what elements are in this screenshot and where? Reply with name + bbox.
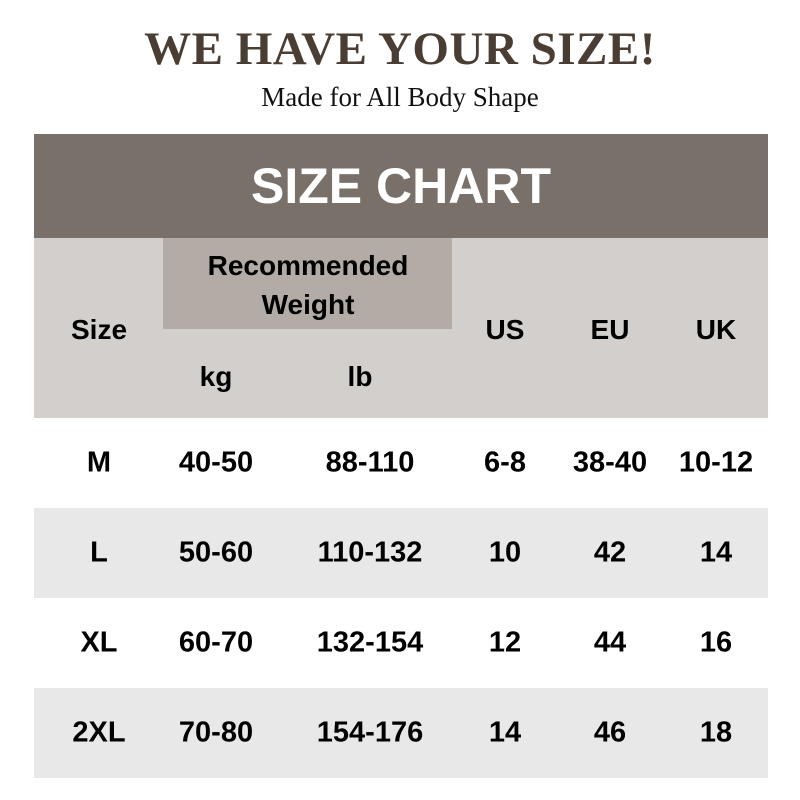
- header-kg: kg: [199, 361, 233, 392]
- header-weight-line1: Recommended: [207, 250, 409, 281]
- cell-kg: 70-80: [178, 716, 254, 749]
- cell-uk: 16: [699, 626, 733, 659]
- weight-header-box: [163, 238, 452, 329]
- subheadline: Made for All Body Shape: [261, 82, 539, 112]
- cell-uk: 10-12: [678, 446, 754, 479]
- table-row: L 50-60 110-132 10 42 14: [34, 508, 768, 598]
- header-uk: UK: [695, 314, 737, 345]
- cell-lb: 110-132: [317, 536, 423, 569]
- cell-size: L: [90, 536, 108, 569]
- cell-uk: 18: [699, 716, 733, 749]
- table-row: M 40-50 88-110 6-8 38-40 10-12: [34, 418, 768, 508]
- header-eu: EU: [590, 314, 630, 345]
- cell-lb: 132-154: [316, 626, 424, 659]
- cell-kg: 40-50: [178, 446, 254, 479]
- header-lb: lb: [347, 361, 373, 392]
- cell-uk: 14: [699, 536, 733, 569]
- cell-eu: 46: [593, 716, 627, 749]
- table-row: XL 60-70 132-154 12 44 16: [34, 598, 768, 688]
- table-row: 2XL 70-80 154-176 14 46 18: [34, 688, 768, 778]
- headline: WE HAVE YOUR SIZE!: [144, 23, 656, 75]
- cell-eu: 44: [593, 626, 627, 659]
- cell-size: 2XL: [72, 716, 126, 749]
- cell-eu: 38-40: [572, 446, 648, 479]
- size-chart-banner: SIZE CHART: [34, 134, 768, 238]
- cell-eu: 42: [593, 536, 627, 569]
- cell-kg: 50-60: [178, 536, 254, 569]
- cell-size: XL: [80, 626, 118, 659]
- cell-us: 12: [488, 626, 522, 659]
- cell-size: M: [86, 446, 112, 479]
- header-weight-line2: Weight: [261, 289, 355, 320]
- cell-kg: 60-70: [178, 626, 254, 659]
- cell-lb: 154-176: [316, 716, 424, 749]
- cell-lb: 88-110: [325, 446, 415, 479]
- cell-us: 10: [488, 536, 522, 569]
- header-size: Size: [70, 314, 128, 345]
- cell-us: 6-8: [484, 446, 526, 479]
- table-header: Size Recommended Weight kg lb US EU UK: [34, 238, 768, 418]
- header-us: US: [485, 314, 525, 345]
- cell-us: 14: [488, 716, 522, 749]
